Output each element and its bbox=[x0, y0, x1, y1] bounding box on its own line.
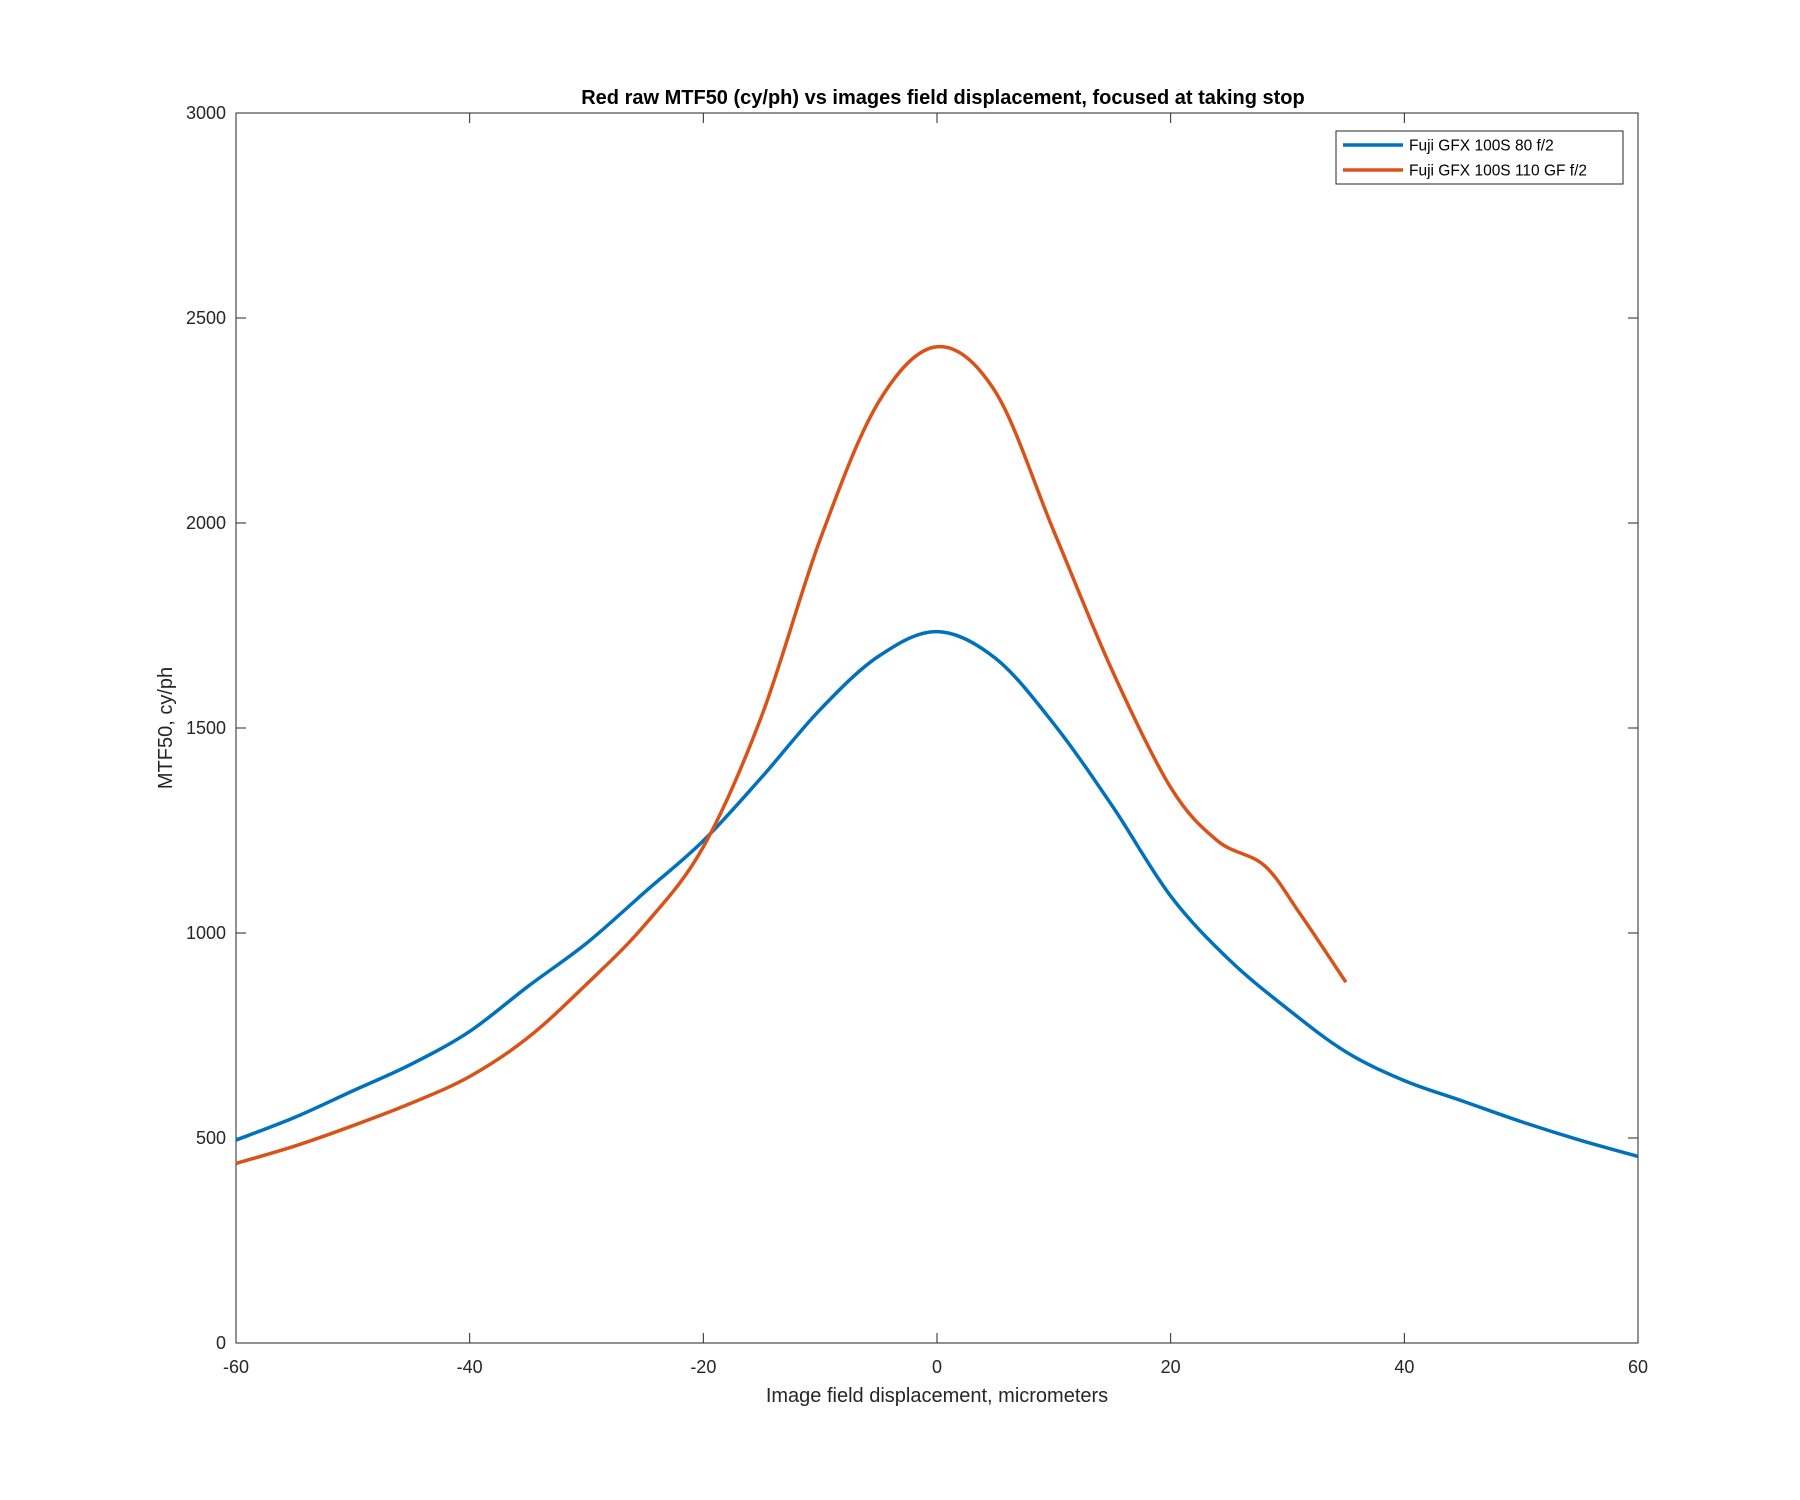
x-axis-ticks: -60 -40 -20 0 20 40 60 bbox=[223, 113, 1648, 1377]
x-tick-label: -60 bbox=[223, 1357, 249, 1377]
x-axis-label: Image field displacement, micrometers bbox=[766, 1385, 1108, 1407]
series-line-2 bbox=[235, 344, 1348, 1166]
x-tick-label: 40 bbox=[1394, 1357, 1414, 1377]
y-axis-label: MTF50, cy/ph bbox=[155, 667, 177, 789]
axes-box bbox=[235, 112, 1639, 1344]
legend: Fuji GFX 100S 80 f/2 Fuji GFX 100S 110 GF… bbox=[1335, 130, 1624, 185]
series-line-1 bbox=[235, 629, 1639, 1159]
chart-title: Red raw MTF50 (cy/ph) vs images field di… bbox=[581, 87, 1305, 109]
x-tick-label: -20 bbox=[690, 1357, 716, 1377]
y-tick-label: 2500 bbox=[186, 308, 226, 328]
x-tick-label: 60 bbox=[1628, 1357, 1648, 1377]
y-tick-label: 0 bbox=[216, 1333, 226, 1353]
y-tick-label: 2000 bbox=[186, 513, 226, 533]
y-tick-label: 1500 bbox=[186, 718, 226, 738]
legend-box bbox=[1335, 130, 1624, 185]
x-tick-label: 0 bbox=[932, 1357, 942, 1377]
y-tick-label: 500 bbox=[196, 1128, 226, 1148]
legend-label-2: Fuji GFX 100S 110 GF f/2 bbox=[1409, 163, 1587, 180]
x-tick-label: -40 bbox=[457, 1357, 483, 1377]
series-lines bbox=[235, 344, 1639, 1166]
plot-area: -60 -40 -20 0 20 40 60 0 500 1000 1500 2000 2500 300… bbox=[186, 103, 1648, 1377]
legend-label-1: Fuji GFX 100S 80 f/2 bbox=[1409, 138, 1554, 155]
y-tick-label: 1000 bbox=[186, 923, 226, 943]
y-tick-label: 3000 bbox=[186, 103, 226, 123]
x-tick-label: 20 bbox=[1161, 1357, 1181, 1377]
y-axis-ticks: 0 500 1000 1500 2000 2500 3000 bbox=[186, 103, 1638, 1353]
